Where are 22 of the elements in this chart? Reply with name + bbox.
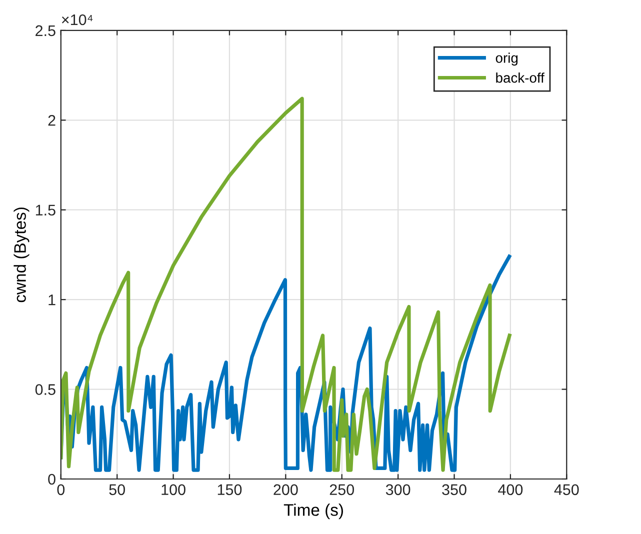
y-axis-title: cwnd (Bytes) [14, 208, 30, 302]
legend-label: orig [496, 52, 518, 66]
y-tick-label: 0.5 [35, 384, 56, 395]
x-tick-label: 350 [442, 484, 466, 496]
y-tick-label: 0 [48, 474, 56, 485]
x-axis-title: Time (s) [284, 504, 343, 520]
x-tick-label: 0 [57, 484, 65, 496]
y-tick-label: 2.5 [36, 25, 56, 36]
legend-label: back-off [496, 72, 544, 83]
line-series [60, 96, 512, 472]
x-tick-label: 150 [218, 484, 242, 496]
x-tick-label: 400 [498, 484, 523, 496]
y-tick-label: 2 [48, 115, 56, 126]
y-tick-label: 1 [48, 294, 56, 306]
x-tick-label: 100 [162, 484, 186, 496]
text: ×10⁴ [62, 14, 93, 26]
x-tick-label: 50 [109, 484, 125, 496]
x-tick-label: 200 [274, 484, 298, 496]
x-tick-label: 300 [386, 484, 410, 496]
x-tick-label: 450 [554, 484, 579, 496]
x-tick-label: 250 [330, 484, 354, 496]
y-tick-label: 1.5 [36, 204, 56, 216]
